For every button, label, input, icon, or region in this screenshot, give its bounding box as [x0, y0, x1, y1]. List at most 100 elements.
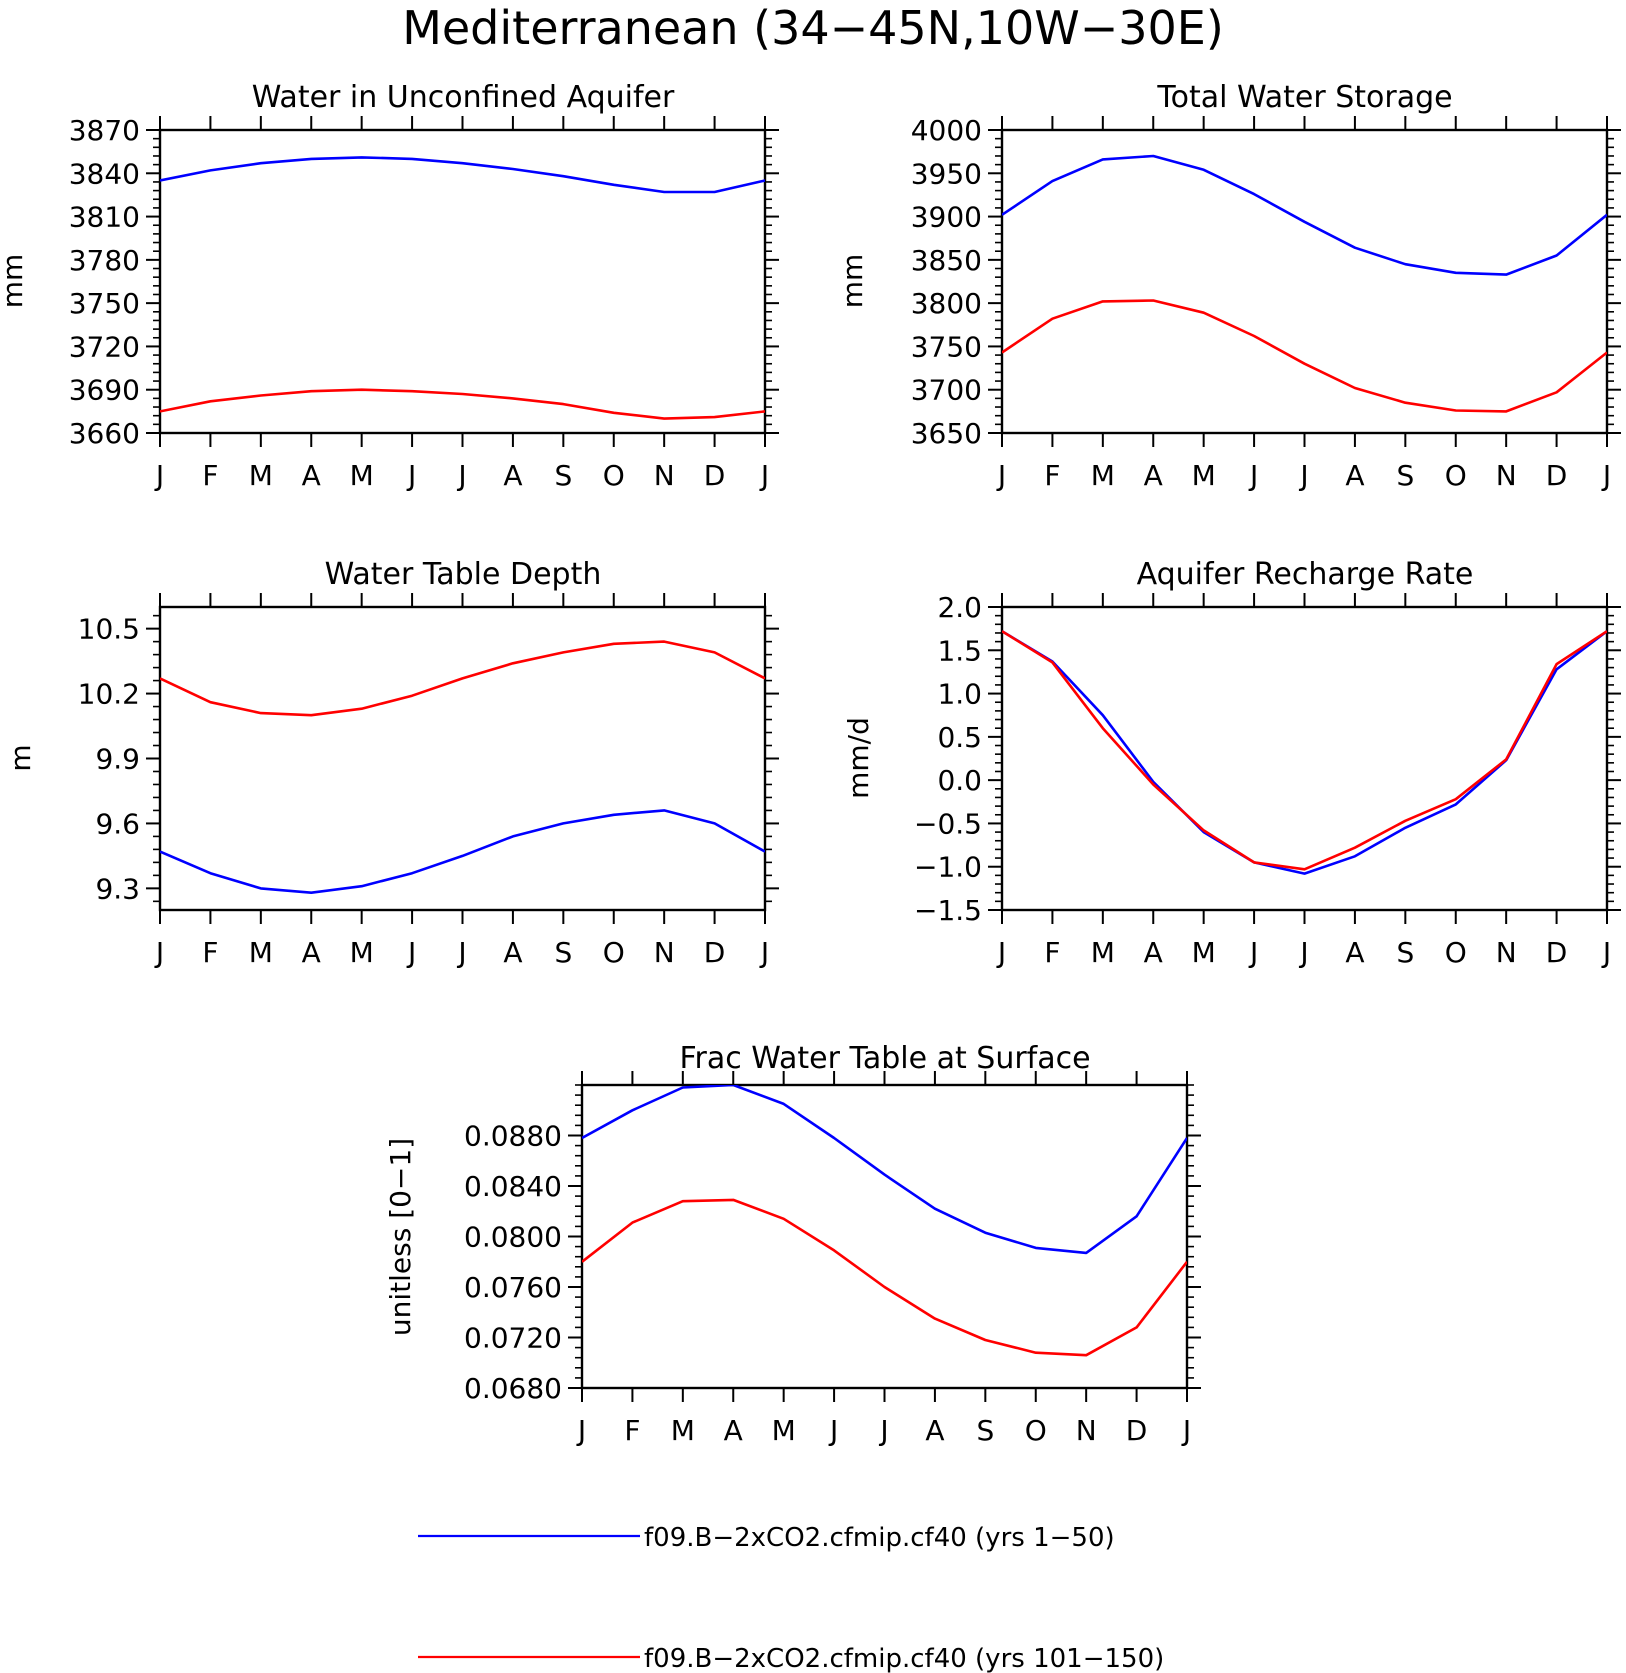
- x-tick-label: A: [503, 459, 522, 492]
- x-tick-label: J: [154, 936, 164, 969]
- x-tick-label: J: [759, 936, 769, 969]
- x-tick-label: J: [1298, 459, 1308, 492]
- x-tick-label: M: [1091, 936, 1115, 969]
- plot-frame: [1000, 128, 1609, 435]
- panel-total-water-storage: Total Water Storage mm J F M A M J J A S O N D J4000…: [836, 80, 1621, 492]
- panel-frac-water-table-at-surface: Frac Water Table at Surface unitless [0−…: [384, 1041, 1201, 1447]
- x-tick-label: F: [624, 1414, 640, 1447]
- x-tick-label: N: [1496, 936, 1517, 969]
- x-tick-label: J: [878, 1414, 888, 1447]
- x-tick-label: F: [1044, 459, 1060, 492]
- series-line-blue: [1002, 154, 1607, 276]
- x-tick-label: J: [996, 459, 1006, 492]
- x-tick-label: F: [202, 936, 218, 969]
- x-tick-label: S: [976, 1414, 994, 1447]
- x-tick-label: J: [828, 1414, 838, 1447]
- y-tick-label: 0.0840: [464, 1170, 562, 1203]
- x-tick-label: A: [925, 1414, 944, 1447]
- x-tick-label: J: [1248, 459, 1258, 492]
- y-tick-label: 3650: [911, 417, 982, 450]
- x-tick-label: J: [1248, 936, 1258, 969]
- legend-label: f09.B−2xCO2.cfmip.cf40 (yrs 101−150): [644, 1644, 1164, 1673]
- x-tick-label: A: [302, 459, 321, 492]
- x-tick-label: J: [1181, 1414, 1191, 1447]
- x-tick-label: O: [1445, 936, 1467, 969]
- figure-title: Mediterranean (34−45N,10W−30E): [402, 1, 1224, 55]
- x-tick-label: J: [576, 1414, 586, 1447]
- y-tick-label: −1.0: [914, 851, 982, 884]
- y-tick-label: 0.0800: [464, 1221, 562, 1254]
- y-axis-label: unitless [0−1]: [384, 1138, 417, 1336]
- x-tick-label: N: [1076, 1414, 1097, 1447]
- x-tick-label: M: [1091, 459, 1115, 492]
- y-tick-label: 3950: [911, 157, 982, 190]
- x-tick-label: D: [704, 936, 726, 969]
- series-line-red: [582, 1198, 1187, 1357]
- legend-label: f09.B−2xCO2.cfmip.cf40 (yrs 1−50): [644, 1523, 1115, 1553]
- y-tick-label: 0.0680: [464, 1372, 562, 1405]
- x-tick-label: M: [350, 459, 374, 492]
- x-tick-label: J: [1298, 936, 1308, 969]
- x-tick-label: J: [996, 936, 1006, 969]
- y-tick-label: −0.5: [914, 807, 982, 840]
- panel-title: Total Water Storage: [1156, 80, 1452, 115]
- x-tick-label: S: [554, 936, 572, 969]
- x-tick-label: M: [1192, 936, 1216, 969]
- x-tick-label: N: [1496, 459, 1517, 492]
- y-axis-label: mm: [836, 254, 869, 309]
- series-line-red: [160, 388, 765, 420]
- x-tick-label: O: [603, 936, 625, 969]
- y-tick-label: 3750: [911, 330, 982, 363]
- y-axis-label: mm: [0, 254, 29, 309]
- panel-title: Water Table Depth: [325, 557, 602, 592]
- x-tick-label: M: [671, 1414, 695, 1447]
- x-tick-label: S: [1396, 459, 1414, 492]
- x-tick-label: J: [759, 459, 769, 492]
- y-tick-label: 3850: [911, 244, 982, 277]
- y-tick-label: 3750: [69, 287, 140, 320]
- y-tick-label: 3690: [69, 374, 140, 407]
- plot-frame: [580, 1083, 1189, 1390]
- panel-title: Water in Unconfined Aquifer: [252, 80, 675, 115]
- y-tick-label: 3840: [69, 157, 140, 190]
- y-tick-label: 3810: [69, 201, 140, 234]
- y-tick-label: 9.3: [95, 872, 140, 905]
- x-tick-label: D: [1126, 1414, 1148, 1447]
- y-axis-label: mm/d: [842, 717, 875, 799]
- x-tick-label: M: [249, 936, 273, 969]
- x-tick-label: F: [1044, 936, 1060, 969]
- x-tick-label: J: [456, 936, 466, 969]
- y-tick-label: 0.0: [937, 764, 982, 797]
- y-tick-label: 3900: [911, 201, 982, 234]
- x-tick-label: A: [1144, 936, 1163, 969]
- series-line-blue: [1002, 630, 1607, 875]
- x-tick-label: M: [772, 1414, 796, 1447]
- x-tick-label: J: [456, 459, 466, 492]
- y-tick-label: 0.0880: [464, 1120, 562, 1153]
- x-tick-label: O: [1025, 1414, 1047, 1447]
- x-tick-label: J: [1601, 459, 1611, 492]
- plot-frame: [1000, 605, 1609, 912]
- x-tick-label: D: [704, 459, 726, 492]
- y-tick-label: −1.5: [914, 894, 982, 927]
- y-tick-label: 0.0760: [464, 1271, 562, 1304]
- y-tick-label: 0.0720: [464, 1322, 562, 1355]
- series-line-blue: [160, 156, 765, 194]
- x-tick-label: J: [154, 459, 164, 492]
- y-tick-label: 10.2: [78, 678, 140, 711]
- y-tick-label: 2.0: [937, 591, 982, 624]
- x-tick-label: S: [554, 459, 572, 492]
- x-tick-label: D: [1546, 936, 1568, 969]
- y-tick-label: 3780: [69, 244, 140, 277]
- y-tick-label: 9.6: [95, 807, 140, 840]
- panel-title: Frac Water Table at Surface: [679, 1041, 1090, 1076]
- y-tick-label: 3700: [911, 374, 982, 407]
- x-tick-label: J: [1601, 936, 1611, 969]
- plot-frame: [158, 605, 767, 912]
- x-tick-label: S: [1396, 936, 1414, 969]
- x-tick-label: F: [202, 459, 218, 492]
- y-tick-label: 1.5: [937, 634, 982, 667]
